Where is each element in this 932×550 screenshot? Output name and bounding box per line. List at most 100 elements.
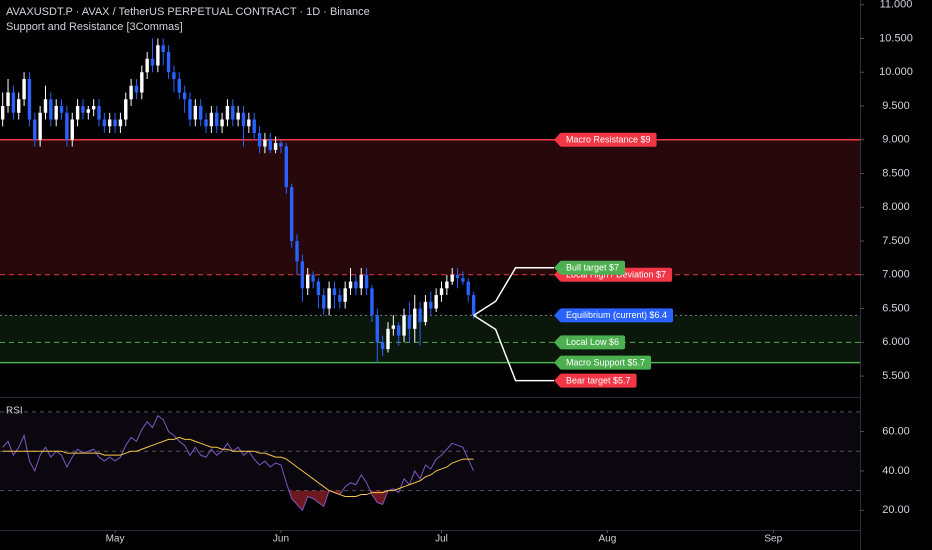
target-label-bg <box>560 260 626 275</box>
candle-body <box>354 281 358 289</box>
candle-body <box>231 106 235 120</box>
candle-body <box>429 301 433 309</box>
candle-body <box>316 281 321 296</box>
candle-body <box>450 274 454 282</box>
y-tick-label: 6.500 <box>882 302 910 314</box>
level-label: Macro Resistance $9 <box>554 132 657 147</box>
candle-body <box>370 288 374 316</box>
candle-body <box>177 79 181 93</box>
candle-body <box>332 288 337 296</box>
candle-body <box>263 139 267 147</box>
candle-body <box>359 274 363 289</box>
candle-body <box>322 295 326 309</box>
candle-body <box>375 315 379 343</box>
level-label-text: Equilibrium (current) $6.4 <box>566 310 667 320</box>
zone <box>0 315 860 363</box>
candle-body <box>455 274 460 279</box>
candle-body <box>198 106 203 120</box>
y-tick-label: 5.500 <box>882 370 910 382</box>
candle-body <box>289 187 294 242</box>
target-label-bg <box>560 373 637 388</box>
candle-body <box>268 139 272 150</box>
x-tick-label: May <box>106 534 125 545</box>
level-label-bg <box>560 335 626 350</box>
candle-body <box>386 328 390 350</box>
target-label: Bear target $5.7 <box>554 373 637 388</box>
rsi-line <box>2 436 474 498</box>
candle-body <box>11 92 16 113</box>
candle-body <box>140 72 144 93</box>
level-label-arrow <box>554 132 561 147</box>
candle-body <box>295 241 299 262</box>
candle-body <box>0 106 5 120</box>
candle-body <box>22 79 26 100</box>
y-tick-label: 9.000 <box>882 134 910 146</box>
chart-title: AVAXUSDT.P · AVAX / TetherUS PERPETUAL C… <box>6 6 370 18</box>
x-tick-label: Jul <box>435 534 448 545</box>
y-tick-label: 20.00 <box>882 504 910 516</box>
y-tick-label: 8.000 <box>882 201 910 213</box>
level-label-text: Local Low $6 <box>566 337 619 347</box>
candle-body <box>236 112 240 120</box>
candle-body <box>54 106 58 120</box>
candle-body <box>327 288 331 309</box>
candle-body <box>434 295 438 309</box>
indicator-name: Support and Resistance [3Commas] <box>6 21 183 33</box>
y-tick-label: 9.500 <box>882 100 910 112</box>
candle-body <box>209 112 214 127</box>
y-tick-label: 11.000 <box>880 0 913 11</box>
candle-body <box>348 281 353 289</box>
target-label-text: Bear target $5.7 <box>566 375 631 385</box>
candle-body <box>391 325 396 329</box>
candle-body <box>300 261 305 289</box>
x-tick-label: Sep <box>764 534 782 545</box>
candle-body <box>33 119 37 140</box>
x-tick-label: Aug <box>599 534 617 545</box>
level-label: Macro Support $5.7 <box>554 355 652 370</box>
candle-body <box>445 281 449 289</box>
candle-body <box>220 119 224 127</box>
candle-body <box>273 143 278 150</box>
candle-body <box>49 99 53 120</box>
candle-body <box>102 119 107 127</box>
candle-body <box>407 315 412 329</box>
target-connector <box>473 314 554 382</box>
candle-body <box>129 85 133 100</box>
candle-body <box>423 301 428 323</box>
candle-body <box>182 92 187 100</box>
candle-body <box>193 106 198 120</box>
target-connector <box>473 267 554 316</box>
candle-body <box>284 146 289 188</box>
candle-body <box>75 106 80 120</box>
level-label-text: Macro Resistance $9 <box>566 135 651 145</box>
rsi-oversold-fill <box>288 490 400 511</box>
candle-body <box>413 308 417 329</box>
candle-body <box>113 119 117 127</box>
y-tick-label: 10.000 <box>879 66 913 78</box>
y-tick-label: 7.000 <box>882 269 910 281</box>
candle-body <box>166 51 171 73</box>
candle-body <box>43 99 48 113</box>
level-label-arrow <box>554 335 561 350</box>
candle-body <box>225 106 230 120</box>
target-label-arrow <box>554 373 561 388</box>
candle-body <box>70 119 74 140</box>
candle-body <box>6 92 10 107</box>
candle-body <box>118 119 123 127</box>
candle-body <box>257 133 262 147</box>
candle-body <box>311 274 315 282</box>
level-label-bg <box>560 132 657 147</box>
level-label-arrow <box>554 355 561 370</box>
candle-body <box>471 295 476 316</box>
y-tick-label: 60.00 <box>882 425 910 437</box>
candle-body <box>59 106 64 113</box>
candle-body <box>156 45 160 66</box>
candle-body <box>241 112 246 127</box>
candle-body <box>161 45 165 52</box>
candle-body <box>279 143 283 147</box>
zone <box>0 139 860 275</box>
candle-body <box>81 106 85 113</box>
x-tick-label: Jun <box>273 534 289 545</box>
